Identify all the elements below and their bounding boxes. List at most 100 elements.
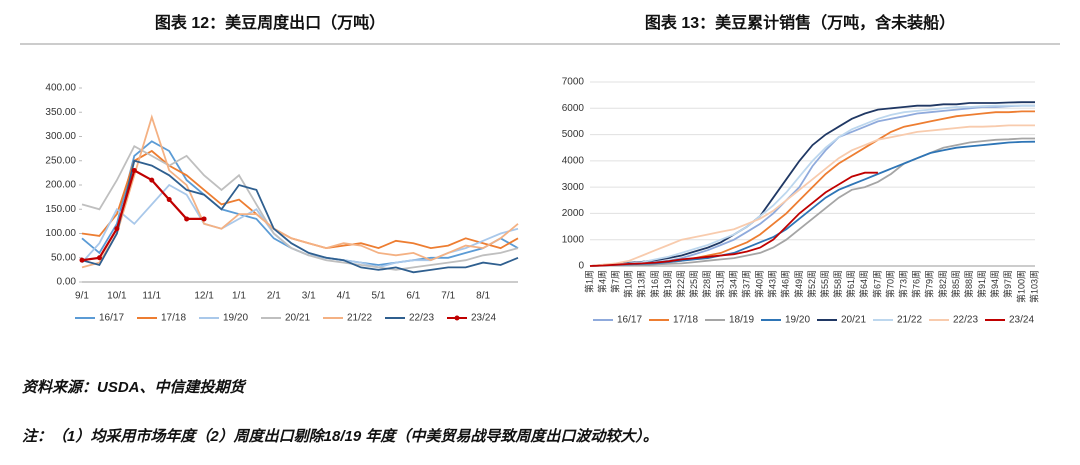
x-tick-label: 第31周: [714, 270, 725, 298]
y-tick-label: 5000: [562, 129, 585, 140]
x-tick-label: 第94周: [989, 270, 1000, 298]
series-line: [81, 140, 519, 266]
series-marker: [149, 177, 155, 183]
x-tick-label: 第13周: [636, 270, 647, 298]
y-tick-label: 50.00: [51, 252, 76, 263]
x-tick-label: 第73周: [897, 270, 908, 298]
legend-label: 20/21: [841, 315, 866, 326]
x-tick-label: 第28周: [701, 270, 712, 298]
y-tick-label: 250.00: [45, 155, 76, 166]
x-tick-label: 2/1: [267, 291, 281, 302]
x-tick-label: 第76周: [911, 270, 922, 298]
y-tick-label: 1000: [562, 234, 585, 245]
legend-label: 18/19: [729, 315, 754, 326]
series-marker: [184, 216, 190, 222]
x-tick-label: 第100周: [1015, 270, 1026, 303]
legend-label: 22/23: [953, 315, 978, 326]
x-tick-label: 1/1: [232, 291, 246, 302]
y-tick-label: 2000: [562, 208, 585, 219]
y-tick-label: 100.00: [45, 228, 76, 239]
legend-label: 17/18: [673, 315, 698, 326]
y-tick-label: 200.00: [45, 180, 76, 191]
series-line: [81, 168, 205, 262]
x-tick-label: 第79周: [924, 270, 935, 298]
x-tick-label: 4/1: [337, 291, 351, 302]
y-tick-label: 0: [578, 261, 584, 272]
x-tick-label: 第37周: [740, 270, 751, 298]
x-tick-label: 10/1: [107, 291, 127, 302]
legend-label: 21/22: [347, 313, 372, 324]
x-tick-label: 第97周: [1002, 270, 1013, 298]
x-tick-label: 8/1: [476, 291, 490, 302]
series-marker: [79, 257, 85, 263]
series-marker: [201, 216, 207, 222]
x-tick-label: 第40周: [754, 270, 765, 298]
note: 注：（1）均采用市场年度（2）周度出口剔除18/19 年度（中美贸易战导致周度出…: [22, 427, 658, 445]
legend-label: 20/21: [285, 313, 310, 324]
series-line: [589, 171, 878, 267]
x-tick-label: 第55周: [819, 270, 830, 298]
series-line: [81, 183, 519, 269]
x-tick-label: 第64周: [858, 270, 869, 298]
x-tick-label: 第91周: [976, 270, 987, 298]
series-line: [81, 159, 519, 274]
x-tick-label: 第103周: [1028, 270, 1039, 303]
x-tick-label: 第82周: [937, 270, 948, 298]
x-tick-label: 3/1: [302, 291, 316, 302]
x-tick-label: 第22周: [675, 270, 686, 298]
x-tick-label: 5/1: [372, 291, 386, 302]
legend-label: 16/17: [617, 315, 642, 326]
x-tick-label: 第58周: [832, 270, 843, 298]
y-tick-label: 300.00: [45, 131, 76, 142]
source: 资料来源：USDA、中信建投期货: [22, 378, 248, 396]
legend-label: 22/23: [409, 313, 434, 324]
x-tick-label: 第88周: [963, 270, 974, 298]
y-tick-label: 3000: [562, 182, 585, 193]
y-tick-label: 7000: [562, 77, 585, 88]
legend-label: 17/18: [161, 313, 186, 324]
legend-label: 19/20: [223, 313, 248, 324]
x-tick-label: 第19周: [662, 270, 673, 298]
series-marker: [166, 197, 172, 203]
x-tick-label: 第10周: [623, 270, 634, 298]
x-tick-label: 第52周: [806, 270, 817, 298]
y-tick-label: 350.00: [45, 107, 76, 118]
legend-label: 23/24: [471, 313, 496, 324]
series-line: [589, 124, 1035, 267]
y-tick-label: 400.00: [45, 83, 76, 94]
chart-title: 图表 12：美豆周度出口（万吨）: [155, 13, 385, 32]
x-tick-label: 第46周: [780, 270, 791, 298]
series-line: [589, 101, 1035, 267]
x-tick-label: 第16周: [649, 270, 660, 298]
y-tick-label: 0.00: [57, 277, 77, 288]
series-marker: [96, 255, 102, 261]
y-tick-label: 4000: [562, 155, 585, 166]
x-tick-label: 11/1: [142, 291, 161, 302]
x-tick-label: 12/1: [194, 291, 214, 302]
x-tick-label: 第7周: [610, 270, 621, 293]
y-tick-label: 150.00: [45, 204, 76, 215]
x-tick-label: 第85周: [950, 270, 961, 298]
y-tick-label: 6000: [562, 103, 585, 114]
series-line: [589, 104, 1035, 267]
series-marker: [131, 167, 137, 173]
x-tick-label: 第61周: [845, 270, 856, 298]
x-tick-label: 第43周: [767, 270, 778, 298]
legend-label: 16/17: [99, 313, 124, 324]
x-tick-label: 第34周: [727, 270, 738, 298]
series-line: [589, 137, 1035, 267]
x-tick-label: 9/1: [75, 291, 89, 302]
series-line: [81, 114, 519, 269]
x-tick-label: 第70周: [884, 270, 895, 298]
x-tick-label: 第49周: [793, 270, 804, 298]
x-tick-label: 第1周: [583, 270, 594, 293]
x-tick-label: 6/1: [406, 291, 420, 302]
legend-label: 23/24: [1009, 315, 1034, 326]
x-tick-label: 第67周: [871, 270, 882, 298]
legend-label: 19/20: [785, 315, 810, 326]
series-line: [81, 149, 519, 250]
chart-title: 图表 13：美豆累计销售（万吨，含未装船）: [645, 13, 955, 32]
x-tick-label: 7/1: [441, 291, 455, 302]
x-tick-label: 第25周: [688, 270, 699, 298]
